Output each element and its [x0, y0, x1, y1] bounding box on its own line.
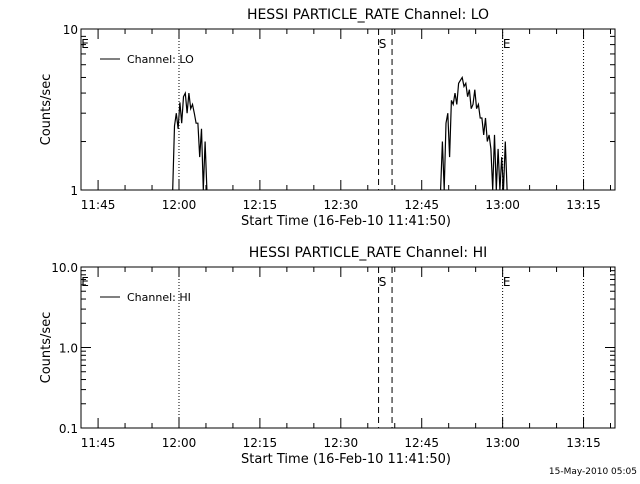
y-tick-label: 0.1 [59, 422, 78, 436]
x-tick-label: 13:00 [485, 436, 520, 450]
x-tick-label: 13:15 [566, 436, 601, 450]
marker-label: S [379, 275, 387, 289]
series-line-segment [172, 90, 208, 191]
footer-timestamp: 15-May-2010 05:05 [549, 467, 637, 477]
x-tick-label: 12:15 [243, 198, 278, 212]
chart-title: HESSI PARTICLE_RATE Channel: HI [249, 245, 487, 261]
plot-frame [80, 28, 616, 191]
marker-label: E [81, 37, 89, 51]
x-tick-label: 11:45 [81, 436, 116, 450]
x-tick-label: 12:45 [404, 436, 439, 450]
y-tick-label: 1 [70, 184, 78, 198]
x-tick-label: 12:30 [324, 198, 359, 212]
y-tick-label: 1.0 [59, 342, 78, 356]
x-tick-label: 12:45 [404, 198, 439, 212]
marker-label: S [379, 37, 387, 51]
legend-label: Channel: LO [127, 53, 194, 66]
marker-label: E [503, 275, 511, 289]
legend-label: Channel: HI [127, 291, 191, 304]
x-axis-label: Start Time (16-Feb-10 11:41:50) [241, 214, 451, 229]
x-tick-label: 13:15 [566, 198, 601, 212]
chart-title: HESSI PARTICLE_RATE Channel: LO [247, 7, 489, 23]
y-tick-label: 10.0 [51, 261, 78, 275]
x-tick-label: 12:00 [162, 198, 197, 212]
x-tick-label: 13:00 [485, 198, 520, 212]
marker-label: E [503, 37, 511, 51]
x-tick-label: 11:45 [81, 198, 116, 212]
x-tick-label: 12:15 [243, 436, 278, 450]
x-tick-label: 12:00 [162, 436, 197, 450]
x-axis-label: Start Time (16-Feb-10 11:41:50) [241, 452, 451, 467]
marker-label: E [81, 275, 89, 289]
series-line-segment [440, 75, 508, 191]
y-axis-label: Counts/sec [39, 74, 54, 146]
y-tick-label: 10 [63, 23, 78, 37]
y-axis-label: Counts/sec [39, 312, 54, 384]
x-tick-label: 12:30 [324, 436, 359, 450]
